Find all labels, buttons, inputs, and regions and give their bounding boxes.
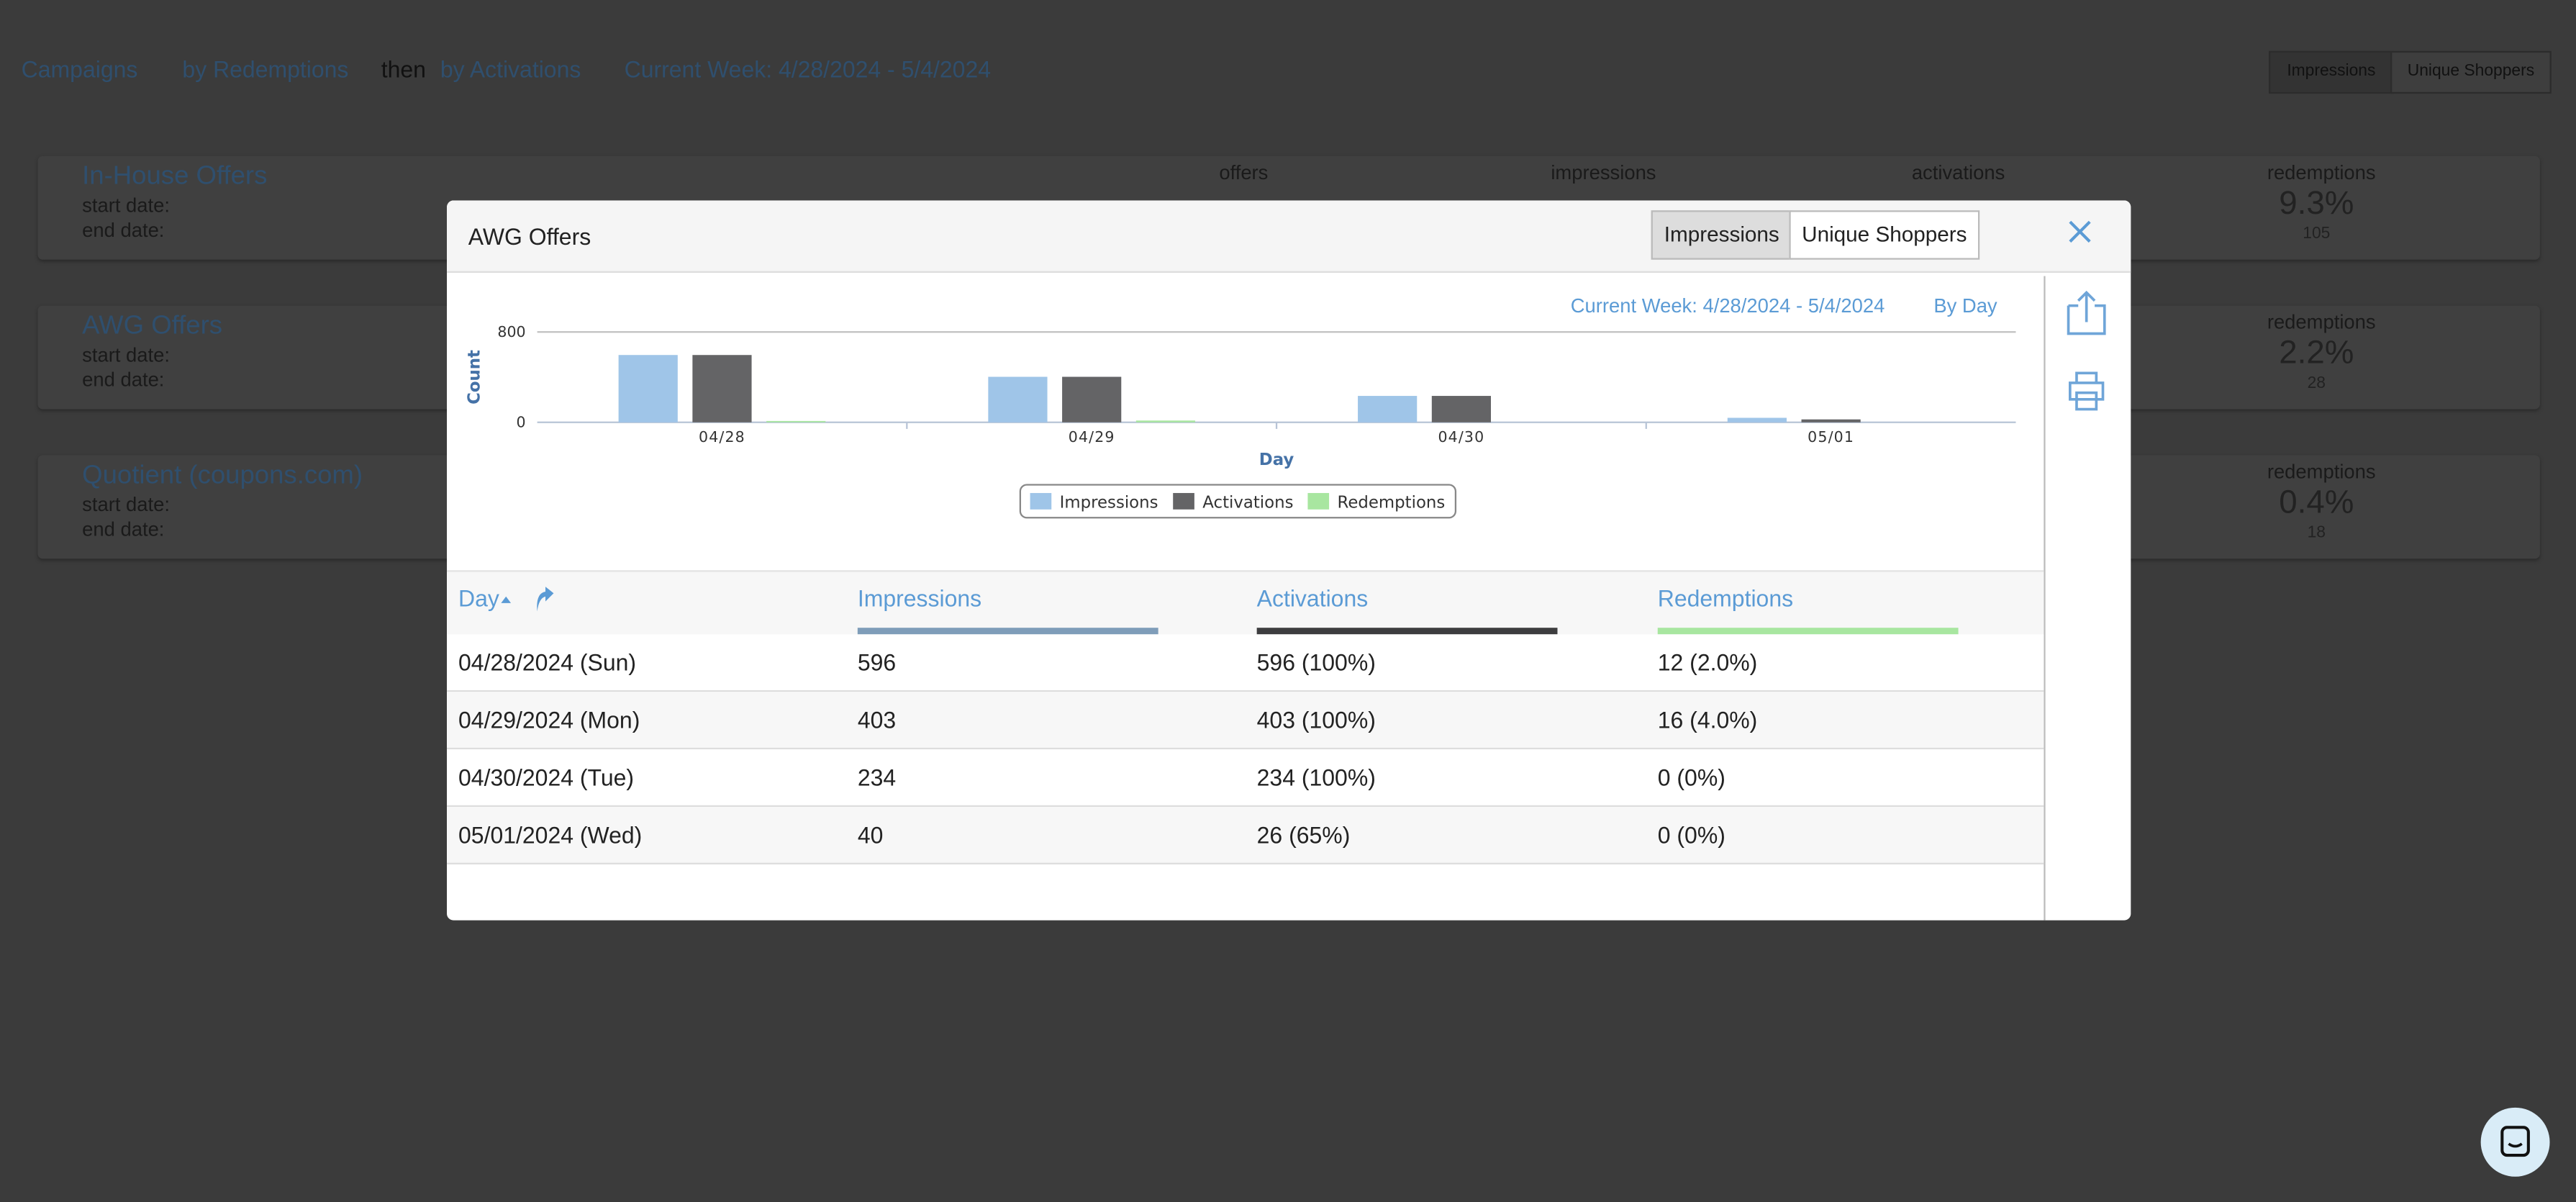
end-date: end date: <box>82 368 165 392</box>
stat-value: 2.2% <box>2279 335 2354 372</box>
week-dropdown[interactable]: Current Week: 4/28/2024 - 5/4/2024 <box>1570 294 1885 317</box>
toggle-button[interactable]: Impressions <box>2269 50 2394 94</box>
sidebar-divider <box>2044 276 2046 921</box>
bar <box>1727 417 1787 422</box>
stat-value: 0.4% <box>2279 484 2354 521</box>
stat-count: 28 <box>2307 374 2326 393</box>
y-tick-label: 800 <box>497 323 525 340</box>
reorder-icon[interactable] <box>532 587 555 613</box>
table-row <box>447 807 2044 864</box>
table-cell: 403 <box>857 706 897 733</box>
column-color-bar <box>857 628 1158 635</box>
table-cell: 234 <box>857 764 897 791</box>
close-button[interactable] <box>2069 220 2092 243</box>
stat-label: impressions <box>1551 161 1656 184</box>
print-icon[interactable] <box>2065 370 2108 412</box>
toggle-button[interactable]: Impressions <box>1651 210 1792 260</box>
modal: AWG Offers Impressions Unique Shoppers Curr… <box>447 200 2131 921</box>
campaigns-dropdown[interactable]: Campaigns <box>21 55 138 83</box>
card-title[interactable]: Quotient (coupons.com) <box>82 461 363 490</box>
end-date: end date: <box>82 518 165 541</box>
chat-icon <box>2500 1126 2530 1157</box>
bar <box>1135 420 1196 422</box>
legend-swatch <box>1173 492 1194 510</box>
stat-label: offers <box>1219 161 1269 184</box>
table-cell: 12 (2.0%) <box>1657 649 1758 676</box>
column-header[interactable]: Day <box>458 584 499 612</box>
table-cell: 0 (0%) <box>1657 764 1725 791</box>
x-tick-label: 04/28 <box>699 428 745 446</box>
card-title[interactable]: AWG Offers <box>82 312 223 340</box>
bar <box>766 420 826 422</box>
toggle-button[interactable]: Unique Shoppers <box>1789 210 1980 260</box>
granularity-dropdown[interactable]: By Day <box>1933 294 1997 317</box>
bar <box>1801 419 1861 422</box>
table-cell: 596 <box>857 649 897 676</box>
table-row <box>447 692 2044 750</box>
card-title[interactable]: In-House Offers <box>82 163 268 191</box>
table-cell: 04/29/2024 (Mon) <box>458 706 640 733</box>
table-cell: 40 <box>857 821 884 849</box>
sort-arrow <box>501 596 512 603</box>
table-cell: 05/01/2024 (Wed) <box>458 821 643 849</box>
modal-title: AWG Offers <box>468 223 591 250</box>
bar <box>1358 396 1418 422</box>
x-tick-label: 04/29 <box>1069 428 1115 446</box>
start-date: start date: <box>82 194 171 217</box>
table-cell: 596 (100%) <box>1256 649 1376 676</box>
x-axis-title: Day <box>1259 451 1294 469</box>
stat-label: redemptions <box>2267 161 2376 184</box>
end-date: end date: <box>82 218 165 242</box>
legend-label: Activations <box>1202 494 1293 512</box>
x-tick-label: 04/30 <box>1438 428 1484 446</box>
column-header[interactable]: Impressions <box>857 584 982 612</box>
table-cell: 04/28/2024 (Sun) <box>458 649 637 676</box>
table-row <box>447 749 2044 808</box>
table-cell: 403 (100%) <box>1256 706 1376 733</box>
stat-count: 18 <box>2307 524 2326 543</box>
stat-label: redemptions <box>2267 460 2376 484</box>
stat-count: 105 <box>2303 225 2331 243</box>
legend-box <box>1019 484 1457 519</box>
table-cell: 26 (65%) <box>1256 821 1351 849</box>
legend-label: Impressions <box>1060 494 1158 512</box>
sort-primary[interactable]: by Redemptions <box>182 55 349 83</box>
column-header[interactable]: Redemptions <box>1657 584 1794 612</box>
bar <box>988 376 1048 422</box>
bar <box>1431 396 1492 422</box>
table-cell: 16 (4.0%) <box>1657 706 1758 733</box>
legend-label: Redemptions <box>1338 494 1446 512</box>
chat-button[interactable] <box>2480 1107 2550 1177</box>
y-tick-label: 0 <box>517 414 526 431</box>
column-header[interactable]: Activations <box>1256 584 1369 612</box>
table-cell: 234 (100%) <box>1256 764 1376 791</box>
stat-label: redemptions <box>2267 310 2376 334</box>
toggle-button[interactable]: Unique Shoppers <box>2390 50 2552 94</box>
table-row <box>447 634 2044 692</box>
legend-swatch <box>1307 492 1330 510</box>
bar <box>692 355 752 422</box>
stat-label: activations <box>1911 161 2005 184</box>
sort-secondary[interactable]: by Activations <box>440 55 581 83</box>
x-tick-label: 05/01 <box>1808 428 1854 446</box>
then-label: then <box>381 55 426 83</box>
export-icon[interactable] <box>2065 289 2108 335</box>
week-dropdown[interactable]: Current Week: 4/28/2024 - 5/4/2024 <box>624 55 992 83</box>
legend-swatch <box>1030 492 1052 510</box>
start-date: start date: <box>82 343 171 367</box>
stat-value: 9.3% <box>2279 186 2354 222</box>
column-color-bar <box>1256 628 1558 635</box>
start-date: start date: <box>82 492 171 516</box>
bar <box>618 355 678 422</box>
table-cell: 0 (0%) <box>1657 821 1725 849</box>
table-cell: 04/30/2024 (Tue) <box>458 764 635 791</box>
y-axis-title: Count <box>466 350 484 405</box>
column-color-bar <box>1657 628 1959 635</box>
bar <box>1062 376 1122 422</box>
